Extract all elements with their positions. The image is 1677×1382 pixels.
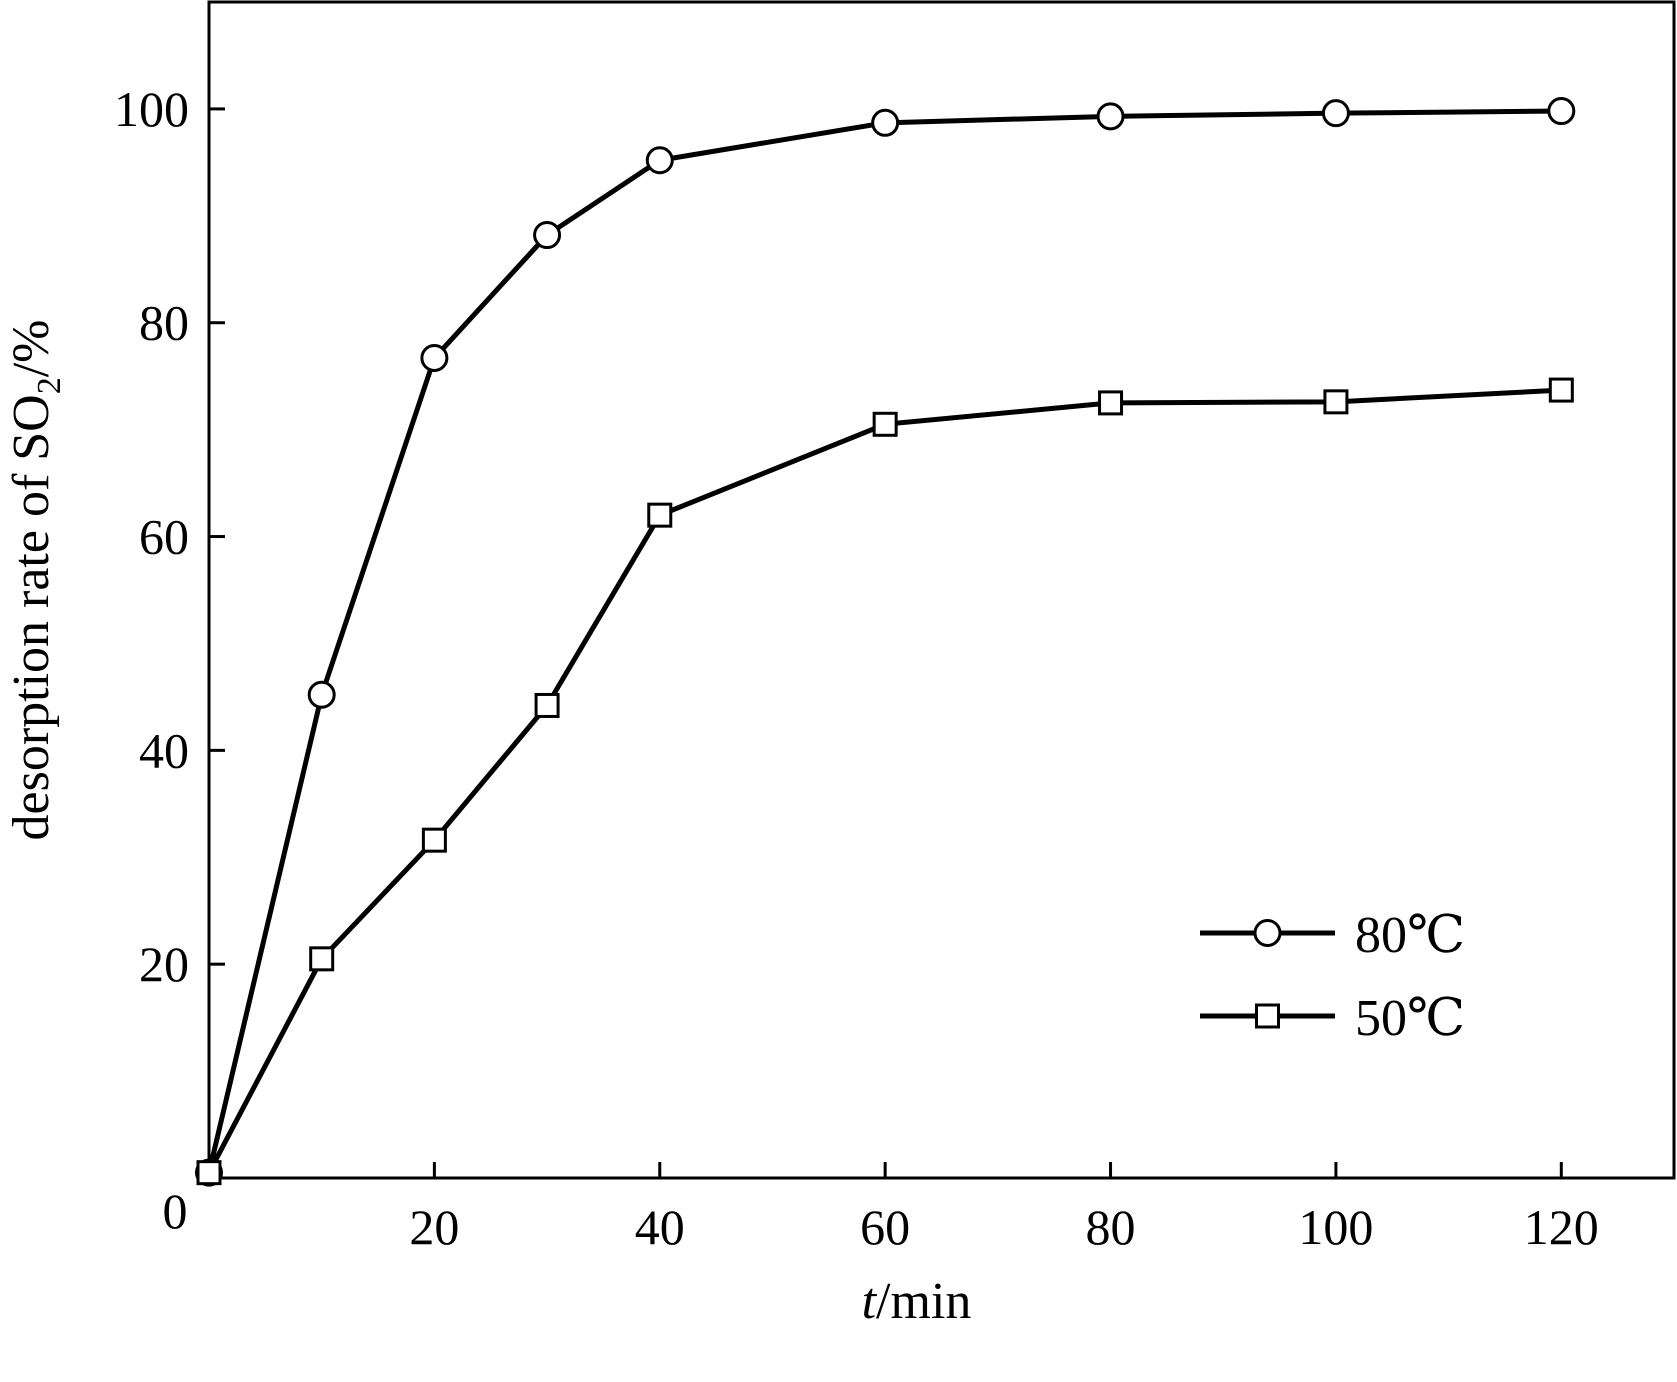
data-point-circle xyxy=(307,680,336,709)
data-point-circle xyxy=(533,221,562,250)
legend-label: 50℃ xyxy=(1355,990,1465,1047)
y-tick-label: 80 xyxy=(139,295,189,351)
data-point-square xyxy=(1548,377,1574,403)
data-point-circle xyxy=(1321,99,1350,128)
y-tick-label: 60 xyxy=(139,509,189,565)
series-1 xyxy=(196,377,1574,1186)
y-tick-label: 20 xyxy=(139,936,189,992)
y-tick-label: 100 xyxy=(114,81,189,137)
data-point-circle xyxy=(420,344,449,373)
series-layer xyxy=(195,97,1576,1187)
x-axis-title: t/min xyxy=(862,1273,972,1330)
legend-marker-square xyxy=(1255,1003,1280,1029)
data-point-square xyxy=(1098,390,1124,416)
y-axis-title-post: /% xyxy=(3,319,60,377)
ticks: 20 40 60 80 100 120 20 40 60 80 100 xyxy=(114,81,1599,1255)
x-tick-label: 20 xyxy=(409,1199,459,1255)
legend: 80℃50℃ xyxy=(1200,907,1465,1047)
data-point-circle xyxy=(645,146,674,175)
data-point-square xyxy=(647,502,673,528)
data-point-square xyxy=(1323,389,1349,415)
data-point-square xyxy=(534,692,560,718)
x-tick-label: 80 xyxy=(1086,1199,1136,1255)
series-line xyxy=(206,387,1562,1174)
y-axis-title-pre: desorption rate of SO xyxy=(3,394,60,840)
data-point-circle xyxy=(1547,97,1576,126)
legend-marker-circle xyxy=(1253,919,1282,947)
x-tick-label: 120 xyxy=(1524,1199,1599,1255)
x-tick-label: 40 xyxy=(635,1199,685,1255)
data-point-circle xyxy=(871,108,900,137)
data-point-square xyxy=(196,1160,222,1186)
x-axis-title-rest: /min xyxy=(876,1273,971,1330)
origin-label: 0 xyxy=(163,1183,188,1239)
y-axis-title-sub: 2 xyxy=(31,377,68,394)
legend-label: 80℃ xyxy=(1355,907,1465,964)
data-point-square xyxy=(309,946,335,972)
data-point-circle xyxy=(1096,102,1125,131)
x-tick-label: 100 xyxy=(1298,1199,1373,1255)
data-point-square xyxy=(421,827,447,853)
y-axis-title: desorption rate of SO2/% xyxy=(3,319,68,840)
x-axis-title-italic: t xyxy=(862,1273,878,1330)
plot-frame xyxy=(207,0,1676,1180)
data-point-square xyxy=(872,411,898,437)
x-tick-label: 60 xyxy=(860,1199,910,1255)
y-tick-label: 40 xyxy=(139,722,189,778)
